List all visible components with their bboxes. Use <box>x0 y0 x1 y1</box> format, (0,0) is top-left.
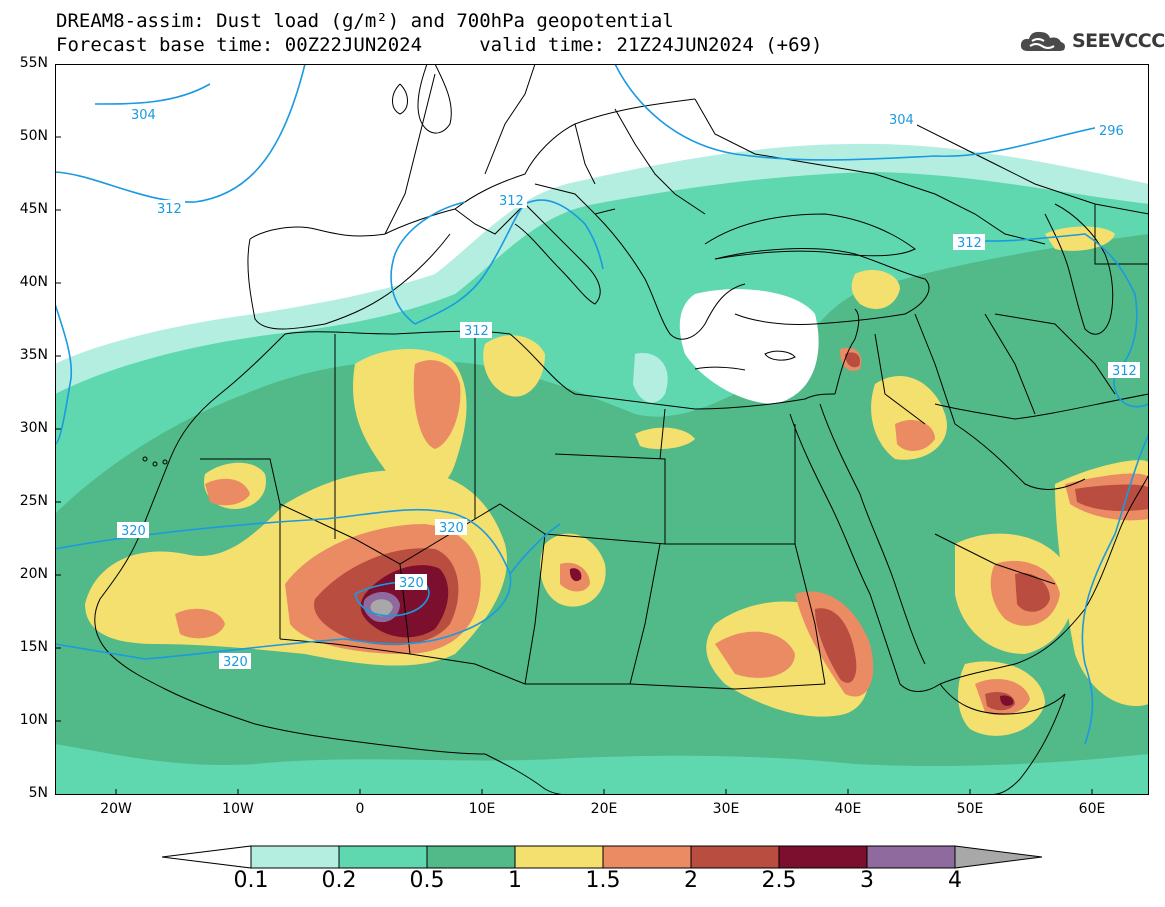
contour-label-312-caspian: 312 <box>953 234 985 251</box>
lat-label: 25N <box>19 493 48 509</box>
colorbar-label: 3 <box>860 868 874 893</box>
lon-label: 20W <box>100 801 132 817</box>
svg-text:320: 320 <box>121 524 146 539</box>
cloud-icon <box>1020 31 1065 51</box>
colorbar-label: 1.5 <box>585 868 621 893</box>
contour-label-320-center: 320 <box>395 574 427 591</box>
chart-title: DREAM8-assim: Dust load (g/m²) and 700hP… <box>56 10 674 32</box>
svg-text:304: 304 <box>889 113 914 128</box>
contour-label-312-east: 312 <box>1108 362 1140 379</box>
colorbar-label: 1 <box>508 868 522 893</box>
svg-text:312: 312 <box>499 194 524 209</box>
svg-text:312: 312 <box>957 236 982 251</box>
lat-label: 5N <box>28 785 48 801</box>
lon-label: 60E <box>1078 801 1106 817</box>
svg-text:312: 312 <box>157 202 182 217</box>
colorbar-bin <box>426 845 516 869</box>
colorbar-label: 4 <box>948 868 962 893</box>
contour-label-320-sahel: 320 <box>219 653 251 670</box>
contour-label-312-west: 312 <box>153 200 185 217</box>
lat-label: 45N <box>19 201 48 217</box>
lon-label: 0 <box>355 801 365 817</box>
colorbar-bin <box>602 845 692 869</box>
dust-field <box>55 143 1149 795</box>
colorbar-bin <box>866 845 956 869</box>
svg-text:320: 320 <box>439 521 464 536</box>
lon-label: 30E <box>712 801 740 817</box>
contour-labels: 304 312 320 320 320 320 312 312 304 296 … <box>117 106 1140 670</box>
contour-label-320-algeria: 320 <box>435 519 467 536</box>
lon-label: 40E <box>834 801 862 817</box>
contour-label-320-west: 320 <box>117 522 149 539</box>
colorbar-label: 2 <box>684 868 698 893</box>
colorbar-label: 0.5 <box>409 868 445 893</box>
lat-label: 20N <box>19 566 48 582</box>
svg-text:312: 312 <box>464 324 489 339</box>
colorbar-bin <box>338 845 428 869</box>
svg-text:296: 296 <box>1099 124 1124 139</box>
contour-label-312-italy: 312 <box>495 192 527 209</box>
colorbar-label: 0.1 <box>233 868 269 893</box>
colorbar <box>161 845 1043 869</box>
lat-label: 55N <box>19 55 48 71</box>
lon-label: 10E <box>468 801 496 817</box>
lat-label: 15N <box>19 639 48 655</box>
contour-label-296: 296 <box>1095 122 1127 139</box>
colorbar-bin <box>690 845 780 869</box>
colorbar-bin <box>778 845 868 869</box>
lat-label: 50N <box>19 128 48 144</box>
colorbar-low-arrow <box>161 845 252 869</box>
svg-text:320: 320 <box>223 655 248 670</box>
colorbar-label: 0.2 <box>321 868 357 893</box>
colorbar-bin <box>514 845 604 869</box>
svg-text:304: 304 <box>131 108 156 123</box>
logo: SEEVCCC <box>1018 27 1165 55</box>
colorbar-bin <box>250 845 340 869</box>
lat-label: 40N <box>19 274 48 290</box>
lon-label: 50E <box>956 801 984 817</box>
lat-label: 10N <box>19 712 48 728</box>
lat-label: 30N <box>19 420 48 436</box>
contour-label-304-east: 304 <box>885 111 917 128</box>
logo-text: SEEVCCC <box>1072 30 1165 52</box>
dust-map: 304 312 320 320 320 320 312 312 304 296 … <box>55 64 1149 795</box>
colorbar-label: 2.5 <box>761 868 797 893</box>
contour-label-304-west: 304 <box>127 106 159 123</box>
svg-text:312: 312 <box>1112 364 1137 379</box>
colorbar-high-arrow <box>954 845 1043 869</box>
chart-subtitle: Forecast base time: 00Z22JUN2024 valid t… <box>56 34 823 56</box>
lon-label: 20E <box>590 801 618 817</box>
lon-label: 10W <box>222 801 254 817</box>
svg-text:320: 320 <box>399 576 424 591</box>
lat-label: 35N <box>19 347 48 363</box>
coastlines <box>94 64 1149 795</box>
contour-label-312-med: 312 <box>460 322 492 339</box>
